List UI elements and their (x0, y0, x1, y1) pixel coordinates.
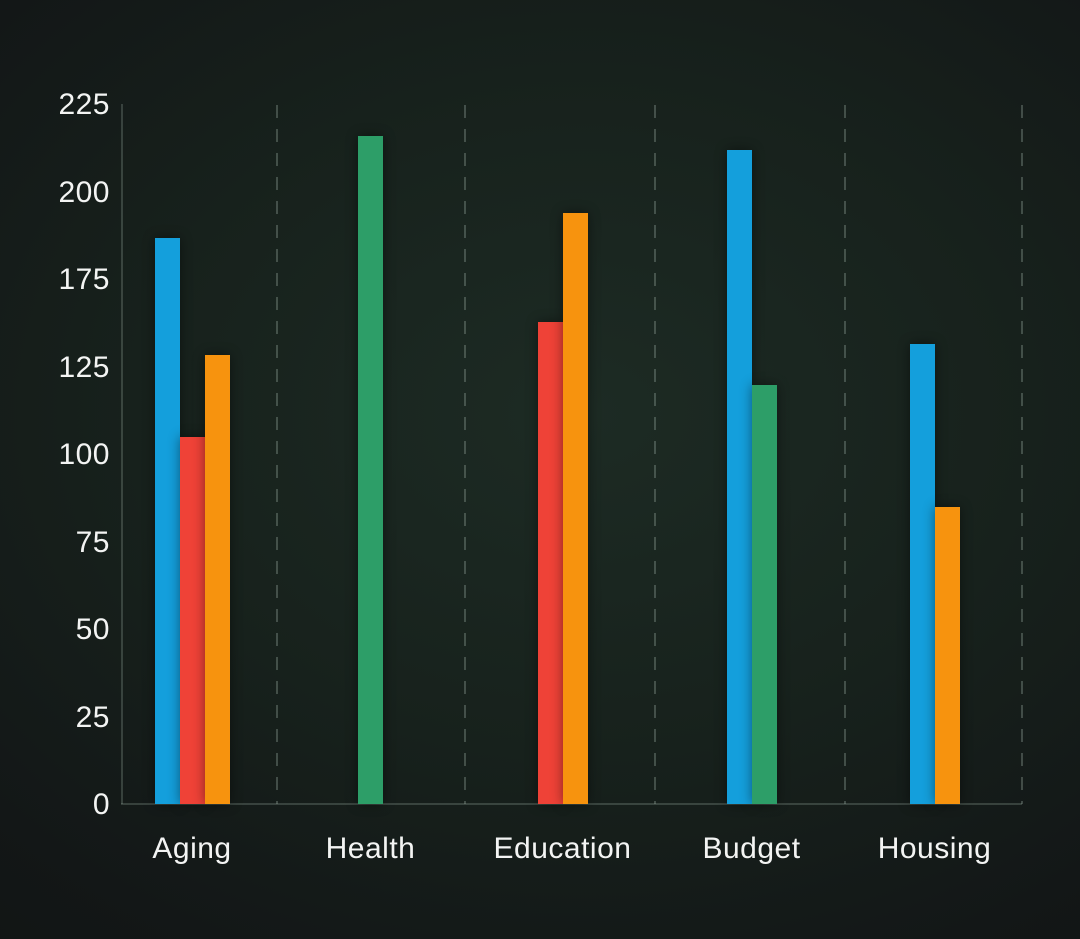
category-separator-line-4 (844, 105, 846, 804)
y-axis-tick-label-200: 200 (58, 175, 110, 209)
y-axis-line (121, 104, 123, 804)
bar-health-green (358, 136, 383, 804)
y-axis-tick-label-25: 25 (75, 700, 110, 734)
x-axis-line (121, 803, 1022, 805)
bar-education-red (537, 322, 563, 804)
y-axis-tick-label-125: 125 (58, 350, 110, 384)
y-axis-tick-label-175: 175 (58, 263, 110, 296)
x-axis-category-label-budget: Budget (702, 832, 801, 865)
category-separator-line-2 (464, 105, 466, 804)
x-axis-category-label-aging: Aging (152, 832, 232, 865)
bar-budget-blue (726, 150, 752, 804)
x-axis-category-label-education: Education (493, 832, 632, 865)
bar-aging-orange (204, 355, 230, 804)
bar-aging-blue (154, 238, 180, 804)
category-separator-line-3 (654, 105, 656, 804)
bar-housing-blue (909, 344, 935, 804)
category-separator-line-1 (276, 105, 278, 804)
y-axis-tick-label-100: 100 (58, 438, 110, 471)
x-axis-category-label-health: Health (325, 832, 416, 865)
bar-aging-red (179, 437, 205, 804)
y-axis-tick-label-75: 75 (75, 525, 110, 559)
bar-education-orange (562, 213, 588, 804)
category-separator-line-5 (1021, 105, 1023, 804)
y-axis-tick-label-225: 225 (58, 88, 110, 121)
y-axis-tick-label-50: 50 (75, 613, 110, 646)
x-axis-category-label-housing: Housing (877, 832, 992, 865)
bar-housing-orange (934, 507, 960, 804)
y-axis-tick-label-0: 0 (92, 788, 110, 821)
bar-budget-green (751, 385, 777, 804)
